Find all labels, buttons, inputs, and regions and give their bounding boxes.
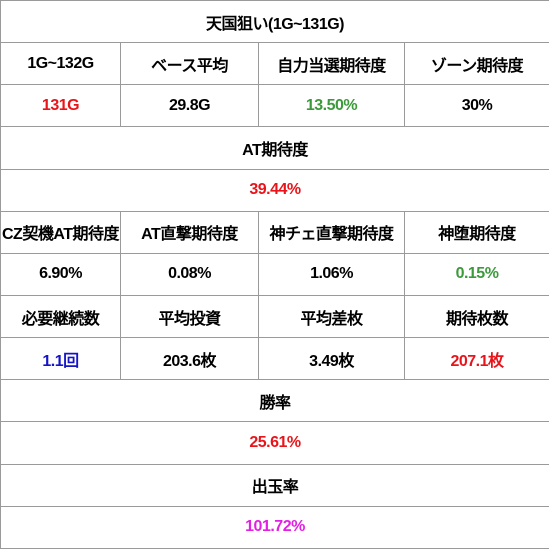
value-cell: 0.08% xyxy=(120,252,259,296)
section-label: AT期待度 xyxy=(0,126,549,170)
header-cell: AT直撃期待度 xyxy=(120,210,259,254)
value-cell: 207.1枚 xyxy=(404,337,549,381)
header-cell: 1G~132G xyxy=(0,42,121,86)
header-cell: 期待枚数 xyxy=(404,294,549,339)
value-cell: 0.15% xyxy=(404,252,549,296)
section-value: 101.72% xyxy=(0,505,549,549)
section-label: 勝率 xyxy=(0,379,549,423)
header-cell: ゾーン期待度 xyxy=(404,42,549,86)
value-cell: 3.49枚 xyxy=(258,337,405,381)
value-cell: 1.06% xyxy=(258,252,405,296)
value-cell: 131G xyxy=(0,84,121,128)
value-cell: 30% xyxy=(404,84,549,128)
value-cell: 29.8G xyxy=(120,84,259,128)
section-value: 39.44% xyxy=(0,168,549,212)
header-cell: CZ契機AT期待度 xyxy=(0,210,121,254)
value-cell: 6.90% xyxy=(0,252,121,296)
header-cell: 平均差枚 xyxy=(258,294,405,339)
value-cell: 203.6枚 xyxy=(120,337,259,381)
value-cell: 13.50% xyxy=(258,84,405,128)
value-cell: 1.1回 xyxy=(0,337,121,381)
header-cell: 神堕期待度 xyxy=(404,210,549,254)
header-cell: 平均投資 xyxy=(120,294,259,339)
title: 天国狙い(1G~131G) xyxy=(0,0,549,44)
header-cell: ベース平均 xyxy=(120,42,259,86)
section-value: 25.61% xyxy=(0,421,549,465)
header-cell: 必要継続数 xyxy=(0,294,121,339)
section-label: 出玉率 xyxy=(0,463,549,507)
header-cell: 自力当選期待度 xyxy=(258,42,405,86)
header-cell: 神チェ直撃期待度 xyxy=(258,210,405,254)
